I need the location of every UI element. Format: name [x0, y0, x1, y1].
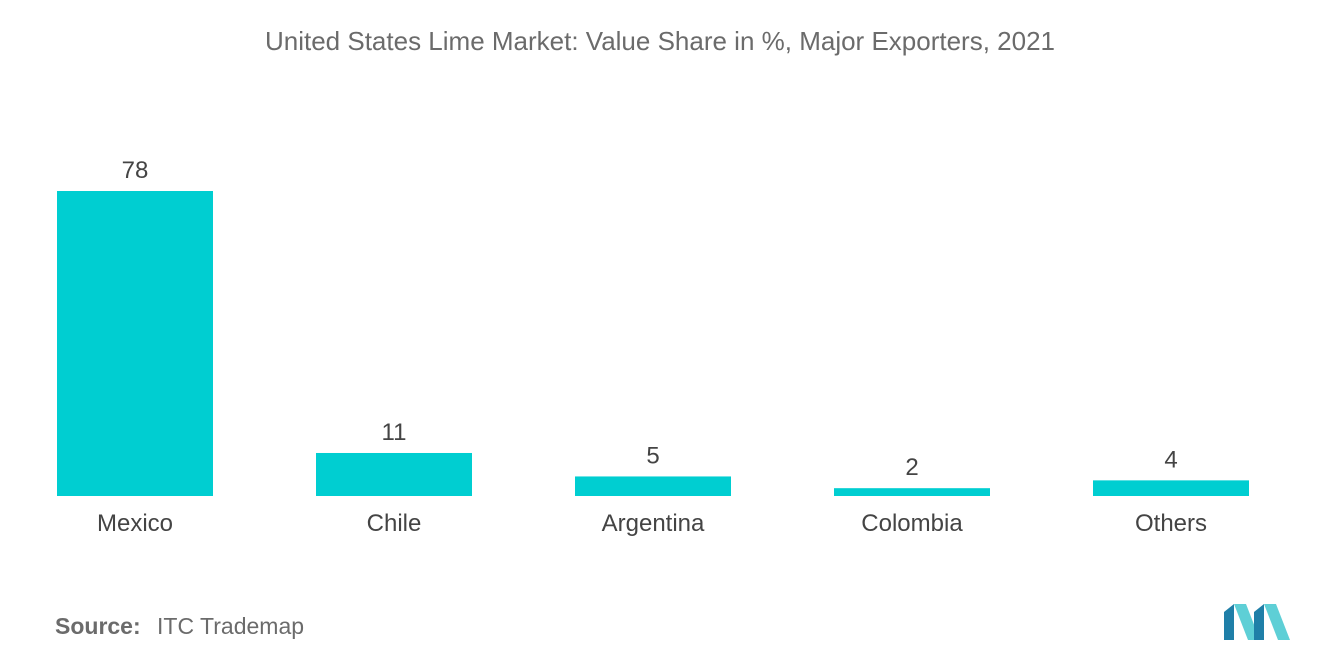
- value-labels-group: 78 11 5 2 4: [122, 157, 1178, 481]
- bar-others: [1093, 480, 1249, 496]
- category-label-argentina: Argentina: [602, 510, 705, 537]
- source-line: Source: ITC Trademap: [55, 613, 304, 640]
- source-text: ITC Trademap: [157, 613, 305, 639]
- value-label-chile: 11: [382, 419, 407, 446]
- category-labels-group: Mexico Chile Argentina Colombia Others: [97, 510, 1207, 537]
- bar-colombia: [834, 488, 990, 496]
- value-label-colombia: 2: [905, 454, 918, 481]
- chart-title: United States Lime Market: Value Share i…: [264, 26, 1055, 56]
- category-label-colombia: Colombia: [861, 510, 963, 537]
- category-label-mexico: Mexico: [97, 510, 173, 537]
- source-label: Source:: [55, 613, 141, 639]
- mordor-intelligence-logo-icon: [1224, 604, 1290, 640]
- bar-argentina: [575, 476, 731, 496]
- value-label-others: 4: [1164, 446, 1177, 473]
- value-label-argentina: 5: [646, 442, 659, 469]
- bar-chile: [316, 452, 472, 496]
- bar-chart: 78 11 5 2 4 Mexico Chile Argentina Colombia Othe…: [57, 157, 1249, 537]
- category-label-others: Others: [1135, 510, 1207, 537]
- category-label-chile: Chile: [367, 510, 422, 537]
- bars-group: [57, 191, 1249, 496]
- bar-mexico: [57, 191, 213, 496]
- value-label-mexico: 78: [122, 157, 149, 184]
